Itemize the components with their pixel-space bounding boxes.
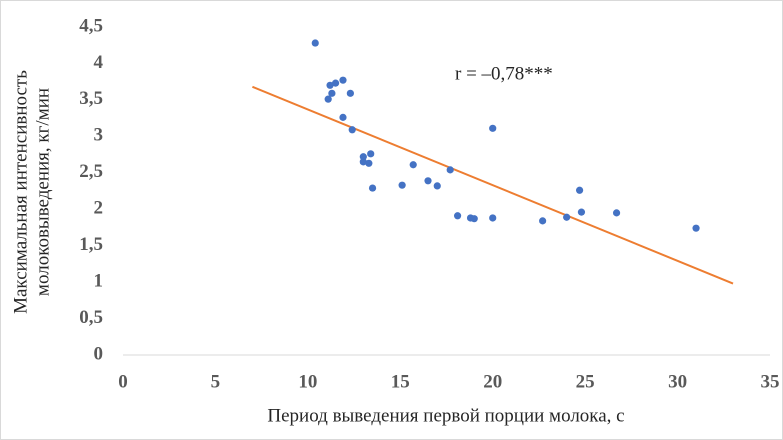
- annotation: r = –0,78***: [455, 63, 553, 84]
- y-tick-label: 1: [94, 270, 104, 291]
- point: [489, 214, 497, 222]
- point: [368, 184, 377, 192]
- point: [365, 159, 373, 167]
- point: [339, 76, 347, 84]
- y-tick-label: 4: [94, 52, 104, 73]
- point: [359, 153, 367, 161]
- x-tick-label: 30: [668, 371, 687, 392]
- y-axis-title-line: Максимальная интенсивность: [10, 70, 31, 314]
- y-axis-title-line: молоковыведения, кг/мин: [32, 88, 53, 296]
- point: [409, 161, 417, 169]
- point: [453, 212, 462, 220]
- point: [424, 177, 432, 185]
- x-tick-label: 0: [118, 371, 128, 392]
- y-tick-label: 2: [94, 198, 104, 219]
- point: [339, 113, 347, 121]
- point: [328, 89, 336, 97]
- y-tick-label: 3: [94, 125, 104, 146]
- x-tick-label: 25: [576, 371, 595, 392]
- point: [612, 209, 621, 217]
- point: [346, 89, 354, 97]
- point: [433, 182, 441, 190]
- y-tick-label: 4,5: [79, 15, 103, 36]
- y-axis-title: Максимальная интенсивность молоковыведен…: [10, 70, 53, 314]
- y-tick-label: 1,5: [79, 234, 103, 255]
- y-tick-label: 3,5: [79, 88, 103, 109]
- x-tick-label: 15: [391, 371, 410, 392]
- point: [470, 215, 478, 223]
- y-tick-label: 2,5: [79, 161, 103, 182]
- y-tick-label: 0,5: [79, 307, 103, 328]
- point: [575, 186, 584, 194]
- point: [324, 95, 332, 103]
- y-tick-label: 0: [94, 343, 104, 364]
- x-tick-label: 10: [298, 371, 317, 392]
- point: [326, 81, 334, 89]
- point: [311, 39, 319, 47]
- point: [577, 208, 586, 216]
- point: [367, 150, 375, 158]
- point: [446, 166, 454, 174]
- point: [563, 213, 571, 221]
- point: [398, 181, 406, 189]
- x-axis-title: Период выведения первой порции молока, с: [267, 405, 624, 426]
- x-tick-label: 20: [483, 371, 502, 392]
- trend-line: [252, 85, 734, 285]
- point: [331, 79, 340, 87]
- point: [692, 224, 700, 232]
- point: [359, 158, 367, 166]
- x-tick-label: 35: [761, 371, 780, 392]
- point: [348, 126, 356, 134]
- point: [489, 124, 497, 132]
- point: [539, 217, 547, 225]
- x-tick-label: 5: [211, 371, 221, 392]
